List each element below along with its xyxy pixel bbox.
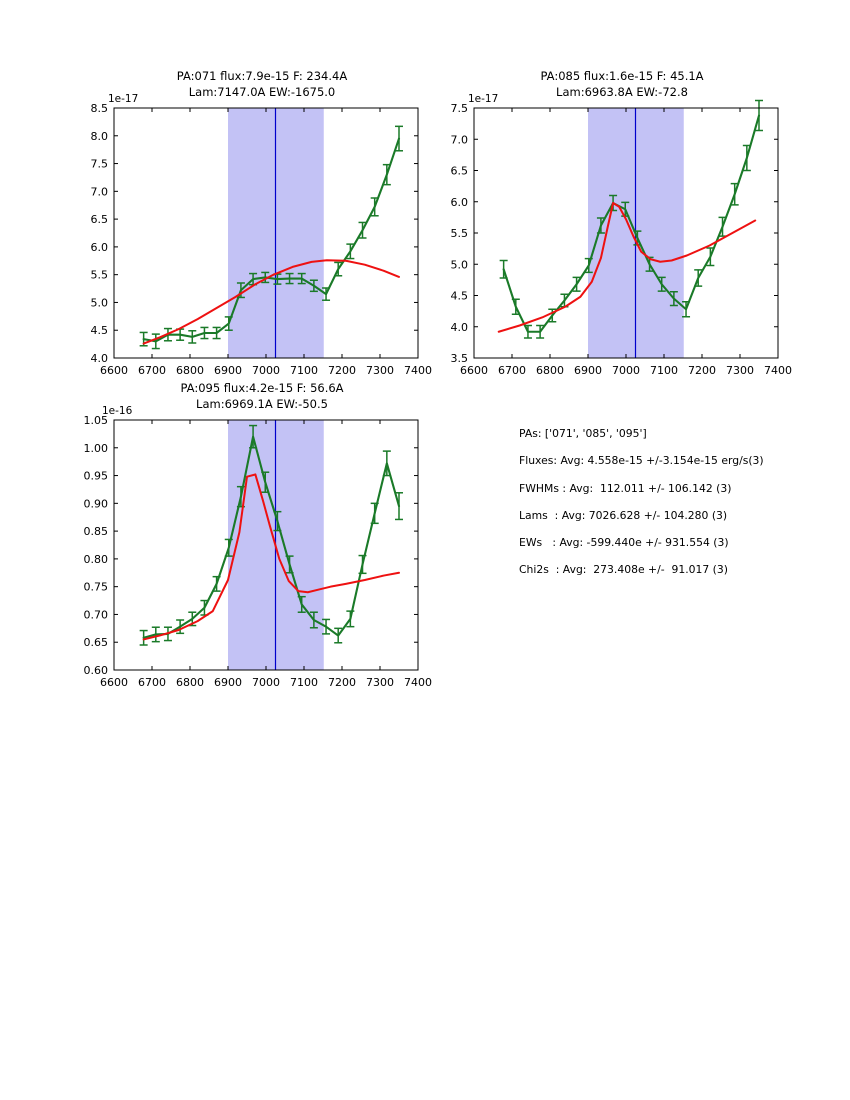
panel-pa-071: PA:071 flux:7.9e-15 F: 234.4A Lam:7147.0… [62, 62, 433, 382]
error-bars-pa-085 [499, 99, 763, 339]
ytick-label: 4.0 [451, 321, 469, 334]
ytick-label: 1.05 [84, 414, 109, 427]
axis-frame-pa-071 [113, 107, 419, 359]
xtick-label: 6700 [498, 364, 526, 377]
fit-curve-pa-071 [142, 259, 400, 345]
ytick-label: 8.5 [91, 102, 109, 115]
xtick-label: 6600 [100, 364, 128, 377]
data-curve-pa-071 [142, 137, 401, 343]
ytick-label: 0.60 [84, 664, 109, 677]
panel-pa-085-plot-area: 6600 6700 6800 6900 7000 7100 7200 7300 7400 3.5 4… [451, 99, 792, 377]
data-curve-pa-095 [142, 435, 401, 639]
panel-pa-071-y-offset: 1e-17 [108, 93, 138, 105]
summary-line-ews: EWs : Avg: -599.440e +/- 931.554 (3) [519, 536, 729, 550]
ytick-label: 0.70 [84, 608, 109, 621]
summary-line-chi2s: Chi2s : Avg: 273.408e +/- 91.017 (3) [519, 563, 728, 577]
panel-pa-071-title-line1: PA:071 flux:7.9e-15 F: 234.4A [177, 69, 348, 83]
xtick-label: 7300 [366, 676, 394, 689]
panel-pa-071-plot-area: 6600 6700 6800 6900 7000 7100 7200 7300 7400 4.0 4… [91, 102, 433, 377]
xtick-label: 6700 [138, 364, 166, 377]
ytick-label: 4.5 [91, 324, 109, 337]
xtick-label: 7400 [404, 676, 432, 689]
ytick-label: 6.0 [91, 241, 109, 254]
xtick-label: 7200 [328, 364, 356, 377]
ytick-label: 5.0 [451, 258, 469, 271]
xtick-label: 7100 [290, 364, 318, 377]
ytick-label: 6.5 [91, 213, 109, 226]
xtick-label: 6900 [214, 676, 242, 689]
ytick-label: 7.5 [91, 158, 109, 171]
ytick-label: 7.5 [451, 102, 469, 115]
xtick-label: 7300 [366, 364, 394, 377]
ytick-label: 0.95 [84, 470, 109, 483]
xtick-label: 7000 [612, 364, 640, 377]
ytick-label: 5.0 [91, 296, 109, 309]
xtick-label: 7400 [764, 364, 792, 377]
ytick-label: 4.0 [91, 352, 109, 365]
panel-pa-095: PA:095 flux:4.2e-15 F: 56.6A Lam:6969.1A… [62, 374, 433, 694]
ytick-label: 0.75 [84, 581, 109, 594]
error-bars-pa-071 [139, 125, 403, 350]
panel-pa-071-svg: PA:071 flux:7.9e-15 F: 234.4A Lam:7147.0… [91, 69, 433, 377]
panel-pa-095-svg: PA:095 flux:4.2e-15 F: 56.6A Lam:6969.1A… [84, 381, 433, 689]
panel-pa-095-y-offset: 1e-16 [102, 405, 133, 417]
xtick-label: 7200 [688, 364, 716, 377]
xtick-label: 6800 [536, 364, 564, 377]
summary-text-block: PAs: ['071', '085', '095'] Fluxes: Avg: … [519, 427, 819, 593]
panel-pa-095-title-line2: Lam:6969.1A EW:-50.5 [196, 397, 328, 411]
summary-line-fluxes: Fluxes: Avg: 4.558e-15 +/-3.154e-15 erg/… [519, 454, 764, 468]
ytick-label: 8.0 [91, 130, 109, 143]
xtick-label: 7000 [252, 676, 280, 689]
panel-pa-095-plot-area: 6600 6700 6800 6900 7000 7100 7200 7300 7400 0.60… [84, 414, 433, 689]
ytick-label: 6.5 [451, 165, 469, 178]
ytick-label: 5.5 [451, 227, 469, 240]
xtick-label: 7300 [726, 364, 754, 377]
axis-frame-pa-095 [113, 419, 419, 671]
xtick-label: 6600 [100, 676, 128, 689]
xtick-label: 6900 [214, 364, 242, 377]
panel-pa-085-y-offset: 1e-17 [468, 93, 498, 105]
xtick-label: 6900 [574, 364, 602, 377]
panel-pa-085: PA:085 flux:1.6e-15 F: 45.1A Lam:6963.8A… [422, 62, 793, 382]
ytick-label: 1.00 [84, 442, 109, 455]
xtick-label: 6800 [176, 364, 204, 377]
ytick-label: 7.0 [91, 185, 109, 198]
xtick-label: 6600 [460, 364, 488, 377]
ytick-label: 3.5 [451, 352, 469, 365]
summary-line-lams: Lams : Avg: 7026.628 +/- 104.280 (3) [519, 508, 728, 522]
axis-frame-pa-085 [473, 107, 779, 359]
summary-line-pas: PAs: ['071', '085', '095'] [519, 427, 647, 440]
xtick-label: 6800 [176, 676, 204, 689]
xtick-label: 7200 [328, 676, 356, 689]
panel-pa-095-title-line1: PA:095 flux:4.2e-15 F: 56.6A [180, 381, 343, 395]
xtick-label: 6700 [138, 676, 166, 689]
fit-curve-pa-095 [142, 473, 400, 641]
xtick-label: 7100 [290, 676, 318, 689]
summary-line-fwhms: FWHMs : Avg: 112.011 +/- 106.142 (3) [519, 481, 732, 495]
panel-pa-071-title-line2: Lam:7147.0A EW:-1675.0 [189, 85, 336, 99]
ytick-label: 4.5 [451, 290, 469, 303]
ytick-label: 0.90 [84, 497, 109, 510]
panel-pa-085-svg: PA:085 flux:1.6e-15 F: 45.1A Lam:6963.8A… [451, 69, 793, 377]
error-bars-pa-095 [139, 424, 403, 646]
xtick-label: 7400 [404, 364, 432, 377]
ytick-label: 0.85 [84, 525, 109, 538]
xtick-label: 7000 [252, 364, 280, 377]
panel-pa-085-title-line1: PA:085 flux:1.6e-15 F: 45.1A [540, 69, 703, 83]
ytick-label: 0.65 [84, 636, 109, 649]
ytick-label: 6.0 [451, 196, 469, 209]
ytick-label: 0.80 [84, 553, 109, 566]
ytick-label: 5.5 [91, 269, 109, 282]
ytick-label: 7.0 [451, 133, 469, 146]
fit-curve-pa-085 [497, 202, 757, 333]
xtick-label: 7100 [650, 364, 678, 377]
panel-pa-085-title-line2: Lam:6963.8A EW:-72.8 [556, 85, 688, 99]
